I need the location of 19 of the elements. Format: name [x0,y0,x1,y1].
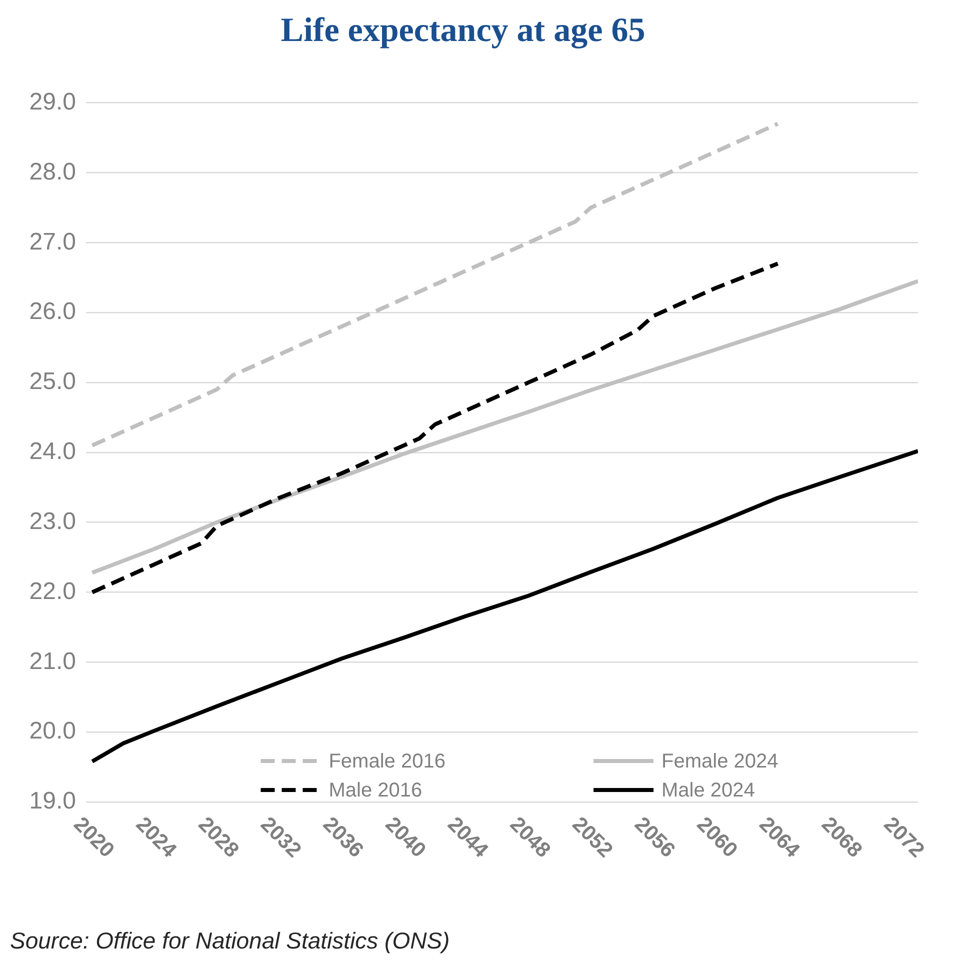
legend-label: Male 2016 [328,780,422,802]
legend-label: Male 2024 [662,780,755,802]
chart-title: Life expectancy at age 65 [280,12,646,50]
y-tick-label: 26.0 [29,298,76,326]
y-tick-label: 29.0 [29,88,76,116]
y-tick-label: 19.0 [29,788,76,815]
legend-label: Female 2016 [328,750,446,773]
y-tick-label: 27.0 [29,228,76,256]
y-tick-label: 22.0 [29,578,76,605]
y-tick-label: 23.0 [29,508,76,535]
line-series [90,122,780,448]
y-tick-label: 21.0 [29,648,76,675]
y-tick-label: 20.0 [29,718,76,745]
y-tick-label: 24.0 [29,438,76,466]
y-tick-label: 28.0 [29,158,76,186]
source-note: Source: Office for National Statistics (ONS) [10,927,450,954]
legend-label: Female 2024 [662,750,778,773]
line-series [90,262,780,594]
y-tick-label: 25.0 [29,368,76,396]
